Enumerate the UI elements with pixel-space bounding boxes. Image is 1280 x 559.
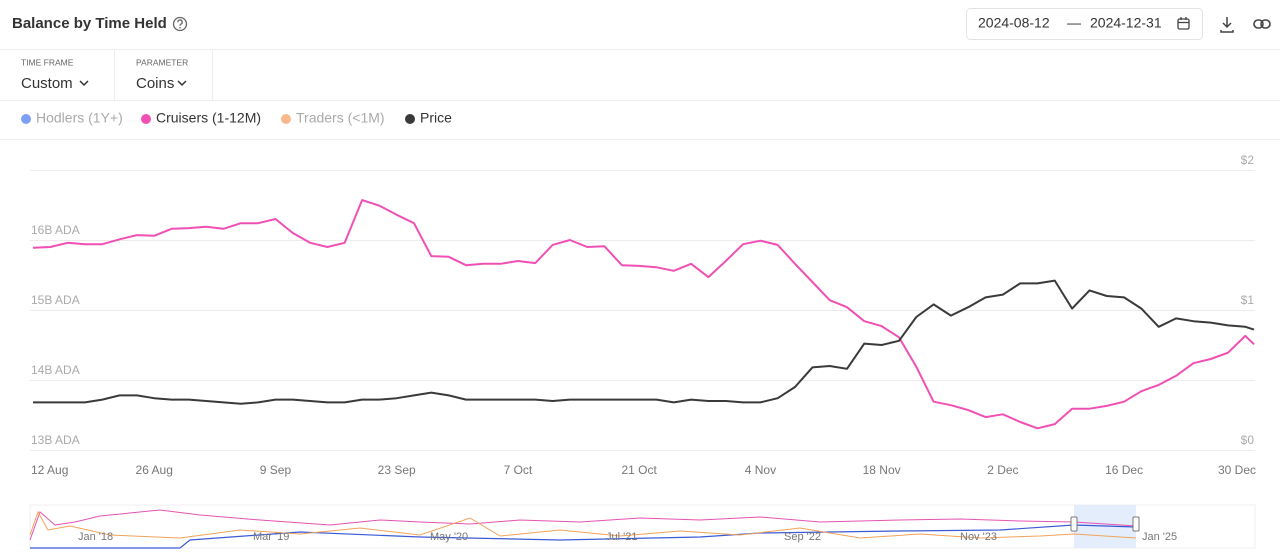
navigator-label: Jan '25: [1142, 531, 1177, 543]
control-label: PARAMETER: [136, 57, 188, 67]
x-tick-label: 9 Sep: [260, 463, 292, 477]
legend-label: Hodlers (1Y+): [36, 110, 123, 126]
navigator-label: Jul '21: [606, 531, 637, 543]
legend-item[interactable]: Traders (<1M): [281, 110, 385, 126]
navigator-label: Mar '19: [253, 531, 289, 543]
navigator-label: Sep '22: [784, 531, 821, 543]
legend-item[interactable]: Cruisers (1-12M): [141, 110, 261, 126]
download-button[interactable]: [1220, 17, 1234, 33]
y2-tick-label: $0: [1241, 433, 1255, 447]
x-tick-label: 21 Oct: [621, 463, 657, 477]
navigator[interactable]: Jan '18 Mar '19 May '20 Jul '21 Sep '22 Nov '…: [29, 504, 1256, 549]
x-tick-label: 26 Aug: [136, 463, 173, 477]
x-tick-label: 12 Aug: [31, 463, 68, 477]
legend: Hodlers (1Y+) Cruisers (1-12M) Traders (<1…: [21, 110, 452, 126]
date-from: 2024-08-12: [978, 15, 1050, 31]
x-tick-label: 23 Sep: [378, 463, 416, 477]
date-to: 2024-12-31: [1090, 15, 1162, 31]
legend-swatch: [405, 114, 415, 124]
y-tick-label: 16B ADA: [31, 223, 80, 237]
x-tick-label: 4 Nov: [745, 463, 776, 477]
y2-tick-label: $1: [1241, 293, 1255, 307]
legend-swatch: [281, 114, 291, 124]
x-tick-label: 2 Dec: [987, 463, 1018, 477]
date-range-picker[interactable]: 2024-08-12 — 2024-12-31: [966, 8, 1203, 40]
x-tick-label: 16 Dec: [1105, 463, 1143, 477]
parameter-control[interactable]: PARAMETER Coins: [136, 57, 188, 92]
y2-tick-label: $2: [1241, 153, 1255, 167]
date-separator: —: [1067, 15, 1081, 31]
y-tick-label: 13B ADA: [31, 433, 80, 447]
navigator-label: Nov '23: [960, 531, 997, 543]
legend-swatch: [21, 114, 31, 124]
legend-item[interactable]: Price: [405, 110, 452, 126]
legend-swatch: [141, 114, 151, 124]
calendar-icon: [1177, 17, 1190, 30]
legend-label: Cruisers (1-12M): [156, 110, 261, 126]
time-frame-control[interactable]: TIME FRAME Custom: [21, 57, 89, 92]
y-tick-label: 15B ADA: [31, 293, 80, 307]
control-label: TIME FRAME: [21, 57, 74, 67]
y-tick-label: 14B ADA: [31, 363, 80, 377]
help-icon[interactable]: [172, 16, 188, 32]
x-tick-label: 7 Oct: [504, 463, 533, 477]
panel-title: Balance by Time Held: [12, 15, 167, 32]
x-tick-label: 18 Nov: [863, 463, 901, 477]
control-value: Custom: [21, 75, 73, 92]
legend-label: Traders (<1M): [296, 110, 385, 126]
legend-item[interactable]: Hodlers (1Y+): [21, 110, 123, 126]
link-button[interactable]: [1253, 19, 1271, 29]
series-line: [32, 199, 1255, 430]
legend-label: Price: [420, 110, 452, 126]
x-tick-label: 30 Dec: [1218, 463, 1256, 477]
control-value: Coins: [136, 75, 174, 92]
series-line: [33, 279, 1255, 405]
plot-area: 13B ADA 14B ADA 15B ADA 16B ADA $0 $1 $2 12 Aug…: [30, 153, 1256, 477]
navigator-label: Jan '18: [78, 531, 113, 543]
navigator-label: May '20: [430, 531, 468, 543]
